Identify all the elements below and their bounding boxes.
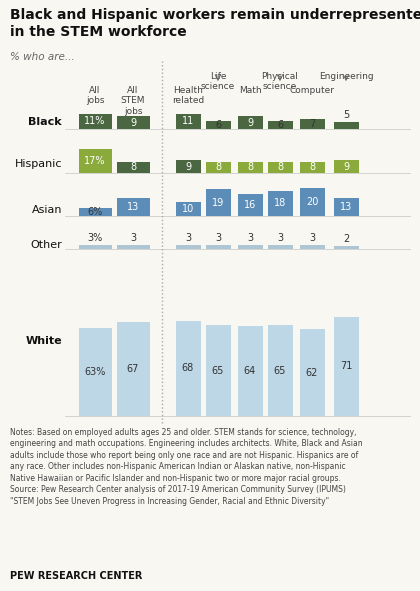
Text: 68: 68 (182, 363, 194, 374)
Text: 6: 6 (277, 120, 283, 130)
Bar (333, 317, 359, 416)
Text: 65: 65 (212, 365, 224, 375)
Bar (79, 245, 111, 249)
Bar (268, 191, 292, 216)
Text: 9: 9 (247, 118, 253, 128)
Text: 3: 3 (309, 233, 315, 243)
Text: 3: 3 (130, 233, 136, 243)
Text: All
STEM
jobs: All STEM jobs (121, 86, 145, 116)
Bar (116, 116, 150, 129)
Bar (176, 245, 200, 249)
Bar (176, 321, 200, 416)
Text: 64: 64 (244, 366, 256, 376)
Text: White: White (25, 336, 62, 346)
Text: 62: 62 (306, 368, 318, 378)
Text: 13: 13 (340, 202, 352, 212)
Text: 8: 8 (277, 163, 283, 173)
Text: 11%: 11% (84, 116, 106, 126)
Text: All
jobs: All jobs (86, 86, 104, 105)
Text: % who are...: % who are... (10, 52, 75, 62)
Bar (237, 194, 262, 216)
Bar (299, 329, 325, 416)
Text: 3: 3 (247, 233, 253, 243)
Bar (205, 245, 231, 249)
Text: Computer: Computer (289, 86, 334, 95)
Text: 10: 10 (182, 204, 194, 214)
Bar (205, 189, 231, 216)
Bar (333, 246, 359, 249)
Text: Health
related: Health related (172, 86, 204, 105)
Text: 16: 16 (244, 200, 256, 210)
Text: Black and Hispanic workers remain underrepresented
in the STEM workforce: Black and Hispanic workers remain underr… (10, 8, 420, 39)
Bar (205, 121, 231, 129)
Text: 3: 3 (185, 233, 191, 243)
Bar (79, 207, 111, 216)
Text: 8: 8 (309, 163, 315, 173)
Text: 7: 7 (309, 119, 315, 129)
Bar (299, 162, 325, 173)
Text: 63%: 63% (84, 367, 106, 377)
Text: Engineering: Engineering (319, 72, 373, 81)
Text: 71: 71 (340, 361, 352, 371)
Bar (176, 160, 200, 173)
Text: 65: 65 (274, 365, 286, 375)
Text: 3: 3 (215, 233, 221, 243)
Text: 5: 5 (343, 110, 349, 120)
Bar (333, 122, 359, 129)
Text: 9: 9 (343, 162, 349, 172)
Bar (333, 160, 359, 173)
Text: 9: 9 (185, 162, 191, 172)
Text: 3: 3 (277, 233, 283, 243)
Text: 17%: 17% (84, 156, 106, 166)
Bar (176, 113, 200, 129)
Text: Black: Black (29, 117, 62, 127)
Bar (79, 113, 111, 129)
Text: 67: 67 (127, 364, 139, 374)
Text: 6: 6 (215, 120, 221, 130)
Bar (268, 245, 292, 249)
Text: 13: 13 (127, 202, 139, 212)
Text: 18: 18 (274, 199, 286, 209)
Bar (116, 198, 150, 216)
Bar (299, 245, 325, 249)
Text: 6%: 6% (87, 207, 102, 217)
Text: Asian: Asian (32, 205, 62, 215)
Text: 8: 8 (215, 163, 221, 173)
Bar (237, 326, 262, 416)
Text: Physical
science: Physical science (262, 72, 299, 92)
Bar (299, 188, 325, 216)
Bar (333, 198, 359, 216)
Text: Hispanic: Hispanic (15, 159, 62, 169)
Text: 19: 19 (212, 198, 224, 207)
Text: 3%: 3% (87, 233, 102, 243)
Bar (79, 328, 111, 416)
Bar (176, 202, 200, 216)
Text: Other: Other (30, 240, 62, 250)
Bar (116, 162, 150, 173)
Bar (299, 119, 325, 129)
Bar (237, 162, 262, 173)
Text: 9: 9 (130, 118, 136, 128)
Text: PEW RESEARCH CENTER: PEW RESEARCH CENTER (10, 571, 142, 581)
Bar (116, 322, 150, 416)
Text: 2: 2 (343, 234, 349, 244)
Text: 11: 11 (182, 116, 194, 126)
Text: 8: 8 (247, 163, 253, 173)
Bar (116, 245, 150, 249)
Bar (268, 121, 292, 129)
Text: 20: 20 (306, 197, 318, 207)
Text: Notes: Based on employed adults ages 25 and older. STEM stands for science, tech: Notes: Based on employed adults ages 25 … (10, 428, 362, 506)
Bar (237, 116, 262, 129)
Bar (237, 245, 262, 249)
Bar (205, 162, 231, 173)
Text: 8: 8 (130, 163, 136, 173)
Text: Math: Math (239, 86, 261, 95)
Text: Life
science: Life science (201, 72, 235, 92)
Bar (205, 325, 231, 416)
Bar (268, 325, 292, 416)
Bar (268, 162, 292, 173)
Bar (79, 149, 111, 173)
